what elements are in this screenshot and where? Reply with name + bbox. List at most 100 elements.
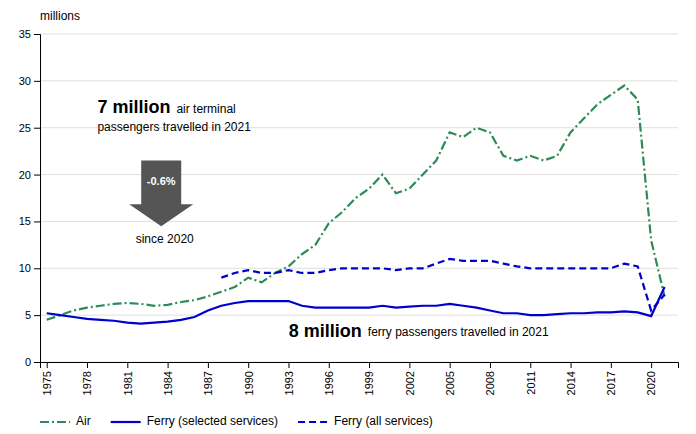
tick-label: 2014 [565,371,577,395]
tick-label: 1996 [323,371,335,395]
annotation: 7 million [97,97,170,117]
legend-label: Ferry (all services) [334,414,433,428]
tick-mark [34,268,40,269]
tick-label: 1984 [162,371,174,395]
tick-label: 1981 [122,371,134,395]
grid [40,34,678,362]
legend-swatch [298,421,328,423]
tick-label: 1990 [243,371,255,395]
chart: 1975197819811984198719901993199619992002… [0,0,696,434]
tick-label: 1978 [81,371,93,395]
annotation: 8 million [289,321,362,341]
tick-mark [248,362,249,368]
tick-mark [34,221,40,222]
tick-label: 2005 [444,371,456,395]
tick-label: 2020 [645,371,657,395]
lines [47,86,665,324]
x-axis: 1975 1978 1981 1984 1987 1990 1993 1996 1999 2002… [41,362,679,395]
tick-label: 35 [19,28,31,40]
x-tick: 2020 [645,362,657,395]
y-tick: 15 [19,215,40,227]
x-tick: 1990 [243,362,255,395]
x-tick: 1984 [162,362,174,395]
tick-mark [34,175,40,176]
tick-mark [34,362,40,363]
axis-line [34,35,41,363]
legend-item: Air [40,414,91,428]
tick-mark [34,81,40,82]
tick-label: 1993 [283,371,295,395]
x-tick: 2002 [404,362,416,395]
tick-mark [288,362,289,368]
tick-mark [611,362,612,368]
grid-line [40,174,678,175]
tick-mark [490,362,491,368]
tick-label: 2011 [525,371,537,395]
legend-label: Ferry (selected services) [147,414,278,428]
x-tick: 1996 [323,362,335,395]
y-tick: 5 [25,309,40,321]
legend-item: Ferry (selected services) [111,414,278,428]
annotation: -0.6% [147,175,176,187]
tick-label: 30 [19,75,31,87]
tick-label: 1987 [202,371,214,395]
tick-label: 1975 [41,371,53,395]
annotation: since 2020 [136,232,194,246]
tick-mark [208,362,209,368]
tick-mark [571,362,572,368]
y-axis: 0 5 10 15 20 25 30 35 [19,28,41,368]
axis-line [41,363,679,369]
tick-mark [450,362,451,368]
x-tick: 2005 [444,362,456,395]
series-line [221,259,664,311]
annotation: ferry passengers travelled in 2021 [368,325,549,339]
tick-label: 2002 [404,371,416,395]
legend-swatch [111,421,141,423]
legend-swatch [40,421,70,423]
legend: Air Ferry (selected services) Ferry (all s… [40,414,433,428]
tick-label: 20 [19,169,31,181]
tick-mark [127,362,128,368]
tick-label: 5 [25,309,31,321]
legend-item: Ferry (all services) [298,414,433,428]
y-tick: 10 [19,262,40,274]
tick-mark [651,362,652,368]
tick-label: 25 [19,122,31,134]
tick-mark [329,362,330,368]
arrow [129,161,193,227]
tick-mark [87,362,88,368]
y-tick: 30 [19,75,40,87]
y-tick: 35 [19,28,40,40]
tick-mark [34,34,40,35]
annotation: air terminal [176,102,235,116]
x-tick: 2008 [484,362,496,395]
x-tick: 2011 [525,362,537,395]
annotation: passengers travelled in 2021 [97,120,251,134]
y-tick: 25 [19,122,40,134]
tick-mark [34,128,40,129]
plot: 1975197819811984198719901993199619992002… [19,9,679,395]
x-tick: 1987 [202,362,214,395]
tick-mark [47,362,48,368]
x-tick: 1993 [283,362,295,395]
tick-label: 1999 [363,371,375,395]
tick-mark [369,362,370,368]
grid-line [40,34,678,35]
tick-mark [530,362,531,368]
y-tick: 0 [25,356,40,368]
y-tick: 20 [19,169,40,181]
tick-label: 0 [25,356,31,368]
grid-line [40,80,678,81]
series-line [47,287,665,324]
y-label: millions [40,9,80,23]
grid-line [40,315,678,316]
x-tick: 1978 [81,362,93,395]
tick-label: 2008 [484,371,496,395]
x-tick: 2014 [565,362,577,395]
x-tick: 1981 [122,362,134,395]
grid-line [40,221,678,222]
tick-mark [34,315,40,316]
tick-label: 10 [19,262,31,274]
annotations: 7 million air terminal passengers travelle… [97,97,549,342]
tick-mark [409,362,410,368]
